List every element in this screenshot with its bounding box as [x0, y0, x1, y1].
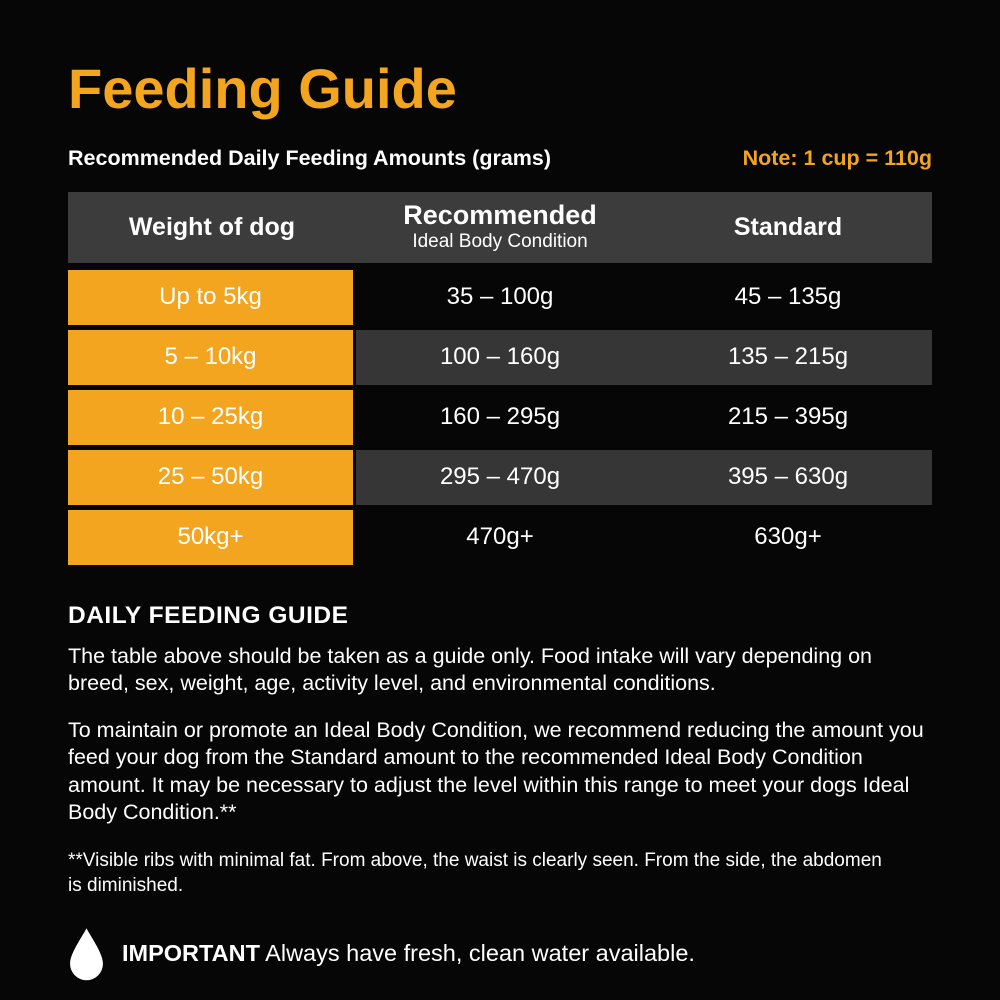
table-header-row: Weight of dog Recommended Ideal Body Con…: [68, 191, 932, 263]
standard-cell: 45 – 135g: [734, 283, 842, 311]
guide-paragraph-2: To maintain or promote an Ideal Body Con…: [68, 717, 924, 825]
standard-cell: 630g+: [754, 523, 822, 551]
table-row: 5 – 10kg 100 – 160g 135 – 215g: [68, 329, 932, 385]
standard-cell: 135 – 215g: [727, 343, 849, 371]
weight-cell: 25 – 50kg: [68, 449, 353, 505]
header-weight-of-dog: Weight of dog: [128, 212, 296, 241]
row-data: 100 – 160g 135 – 215g: [356, 329, 932, 385]
weight-cell: 50kg+: [68, 509, 353, 565]
table-subtitle: Recommended Daily Feeding Amounts (grams…: [68, 145, 552, 170]
page-title: Feeding Guide: [68, 57, 457, 120]
important-body-text: Always have fresh, clean water available…: [259, 940, 695, 967]
important-label: IMPORTANT: [122, 940, 260, 967]
header-recommended-title: Recommended: [403, 200, 597, 231]
recommended-cell: 470g+: [466, 523, 534, 551]
important-message: IMPORTANT Always have fresh, clean water…: [122, 940, 695, 967]
header-recommended: Recommended Ideal Body Condition: [356, 200, 644, 254]
table-row: 50kg+ 470g+ 630g+: [68, 509, 932, 565]
guide-paragraph-1: The table above should be taken as a gui…: [68, 643, 873, 696]
feeding-guide-page: Feeding Guide Recommended Daily Feeding …: [0, 58, 1000, 981]
row-data: 295 – 470g 395 – 630g: [356, 449, 932, 505]
row-data: 470g+ 630g+: [356, 510, 932, 565]
row-data: 35 – 100g 45 – 135g: [356, 270, 932, 325]
recommended-cell: 295 – 470g: [439, 463, 561, 491]
water-drop-icon: [70, 927, 103, 980]
weight-cell: 5 – 10kg: [68, 329, 353, 385]
recommended-cell: 100 – 160g: [439, 343, 561, 371]
standard-cell: 395 – 630g: [727, 463, 849, 491]
row-data: 160 – 295g 215 – 395g: [356, 390, 932, 445]
header-ideal-body-condition: Ideal Body Condition: [412, 231, 588, 253]
table-row: 10 – 25kg 160 – 295g 215 – 395g: [68, 389, 932, 445]
cup-conversion-note: Note: 1 cup = 110g: [742, 145, 932, 170]
table-row: 25 – 50kg 295 – 470g 395 – 630g: [68, 449, 932, 505]
important-notice: IMPORTANT Always have fresh, clean water…: [68, 927, 932, 981]
feeding-table: Weight of dog Recommended Ideal Body Con…: [68, 191, 932, 565]
weight-cell: Up to 5kg: [68, 269, 353, 325]
daily-feeding-guide-heading: DAILY FEEDING GUIDE: [68, 601, 349, 629]
weight-cell: 10 – 25kg: [68, 389, 353, 445]
standard-cell: 215 – 395g: [727, 403, 849, 431]
table-row: Up to 5kg 35 – 100g 45 – 135g: [68, 269, 932, 325]
header-standard: Standard: [733, 212, 843, 241]
ideal-body-condition-footnote: **Visible ribs with minimal fat. From ab…: [68, 849, 882, 896]
recommended-cell: 160 – 295g: [439, 403, 561, 431]
recommended-cell: 35 – 100g: [446, 283, 554, 311]
subhead-row: Recommended Daily Feeding Amounts (grams…: [68, 146, 932, 171]
